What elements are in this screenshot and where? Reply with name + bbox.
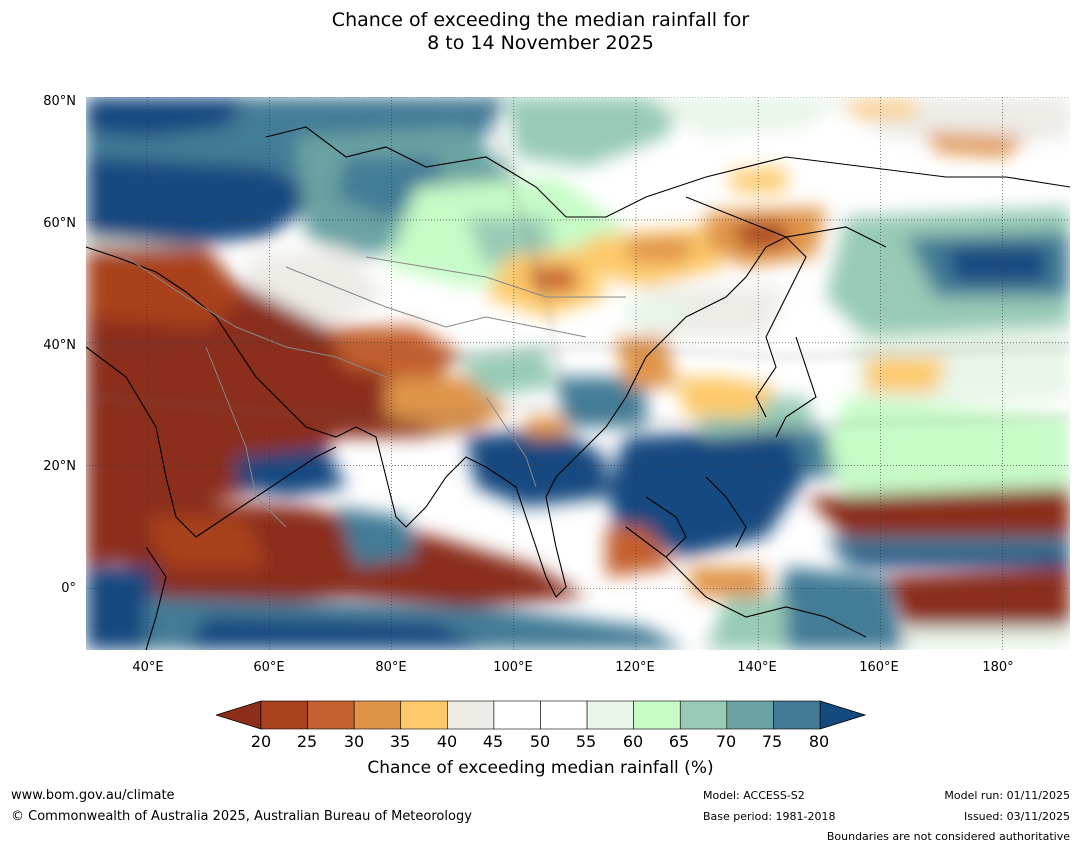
issued-date: Issued: 03/11/2025	[963, 810, 1070, 823]
colorbar-tick-50: 50	[529, 732, 551, 751]
colorbar-tick-45: 45	[482, 732, 504, 751]
colorbar-tick-80: 80	[808, 732, 830, 751]
lon-label-180: 180°	[982, 660, 1014, 675]
lon-label-40e: 40°E	[132, 660, 164, 675]
coastlines	[86, 126, 1070, 650]
colorbar-tick-25: 25	[296, 732, 318, 751]
lat-label-equator: 0°	[61, 581, 76, 596]
colorbar-tick-55: 55	[575, 732, 597, 751]
colorbar-under-arrow	[216, 700, 262, 730]
contour-overlay	[86, 97, 1070, 429]
colorbar-segment-75-80	[773, 700, 821, 730]
colorbar-over-arrow	[819, 700, 866, 730]
rainfall-field	[86, 97, 1070, 650]
colorbar-segment-60-65	[633, 700, 681, 730]
lon-label-80e: 80°E	[375, 660, 407, 675]
base-period: Base period: 1981-2018	[703, 810, 836, 823]
colorbar-tick-65: 65	[668, 732, 690, 751]
copyright-text: © Commonwealth of Australia 2025, Austra…	[11, 809, 472, 824]
colorbar-tick-35: 35	[389, 732, 411, 751]
colorbar-segment-55-60	[586, 700, 634, 730]
title-line-2: 8 to 14 November 2025	[427, 32, 654, 54]
colorbar-tick-60: 60	[622, 732, 644, 751]
colorbar-segment-20-25	[260, 700, 308, 730]
lat-label-60n: 60°N	[43, 216, 76, 231]
lat-label-80n: 80°N	[43, 94, 76, 109]
colorbar-segment-45-50	[493, 700, 541, 730]
colorbar-segment-70-75	[726, 700, 774, 730]
lat-label-40n: 40°N	[43, 338, 76, 353]
colorbar-segment-35-40	[400, 700, 448, 730]
lon-label-140e: 140°E	[737, 660, 777, 675]
colorbar-segment-50-55	[540, 700, 588, 730]
colorbar-segment-30-35	[353, 700, 402, 730]
lat-label-20n: 20°N	[43, 459, 76, 474]
model-name: Model: ACCESS-S2	[703, 789, 805, 802]
colorbar-segment-65-70	[679, 700, 728, 730]
colorbar-segment-25-30	[307, 700, 355, 730]
lon-label-160e: 160°E	[859, 660, 899, 675]
colorbar-tick-20: 20	[250, 732, 272, 751]
colorbar-label: Chance of exceeding median rainfall (%)	[367, 758, 714, 778]
colorbar-tick-75: 75	[761, 732, 783, 751]
website-link[interactable]: www.bom.gov.au/climate	[11, 788, 175, 803]
lon-label-120e: 120°E	[615, 660, 655, 675]
borders	[125, 256, 626, 528]
title-line-1: Chance of exceeding the median rainfall …	[331, 9, 750, 31]
chart-title: Chance of exceeding the median rainfall …	[0, 9, 1081, 55]
lon-label-100e: 100°E	[493, 660, 533, 675]
model-run-date: Model run: 01/11/2025	[944, 789, 1070, 802]
colorbar-tick-70: 70	[715, 732, 737, 751]
colorbar-tick-30: 30	[343, 732, 365, 751]
colorbar	[216, 700, 866, 730]
colorbar-tick-40: 40	[436, 732, 458, 751]
rainfall-map	[86, 97, 1070, 650]
lon-label-60e: 60°E	[253, 660, 285, 675]
boundary-disclaimer: Boundaries are not considered authoritat…	[826, 830, 1070, 843]
colorbar-segment-40-45	[447, 700, 495, 730]
graticule	[86, 97, 1070, 650]
